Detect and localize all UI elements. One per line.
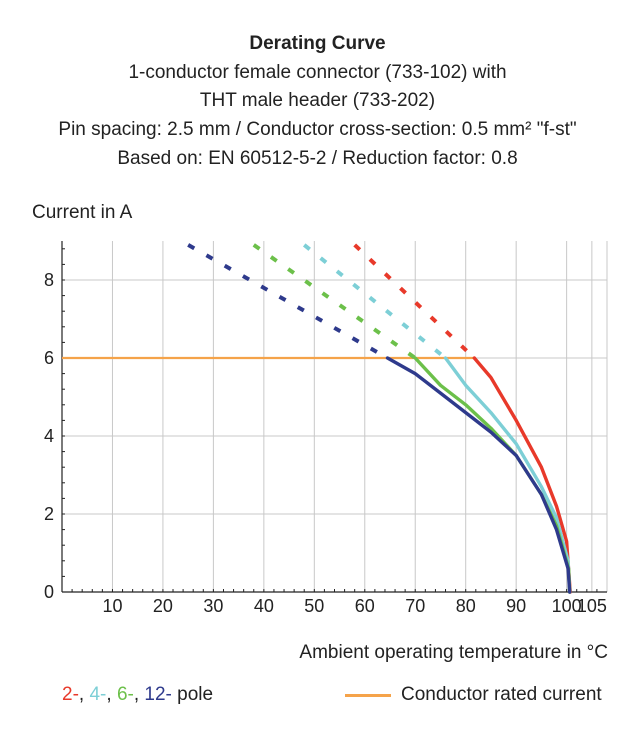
pole-legend-part: ,: [78, 684, 90, 705]
grid: [62, 241, 608, 592]
series-4-pole-dashed: [302, 243, 447, 360]
pole-legend-part: pole: [171, 684, 214, 705]
series-12-pole-dashed: [187, 243, 389, 360]
x-tick-label: 100: [552, 596, 582, 616]
series-4-pole-solid: [443, 356, 572, 594]
x-tick-label: 40: [254, 596, 274, 616]
x-tick-label: 20: [153, 596, 173, 616]
pole-legend-part: 2-: [62, 684, 79, 705]
pole-legend: 2-, 4-, 6-, 12- pole: [62, 684, 213, 706]
y-tick-label: 2: [44, 504, 54, 524]
rated-current-swatch: [345, 693, 391, 697]
x-tick-label: 80: [456, 596, 476, 616]
y-tick-label: 0: [44, 582, 54, 602]
series-6-pole-dashed: [252, 243, 417, 360]
subtitle-line-4: Based on: EN 60512-5-2 / Reduction facto…: [117, 148, 518, 169]
pole-legend-part: ,: [133, 684, 145, 705]
pole-legend-part: 12-: [144, 684, 172, 705]
x-tick-label: 10: [102, 596, 122, 616]
pole-legend-part: 4-: [89, 684, 107, 705]
axes: [61, 241, 607, 593]
x-tick-label: 70: [405, 596, 425, 616]
x-tick-label: 30: [203, 596, 223, 616]
series-lines: [187, 243, 572, 594]
rated-current-legend: Conductor rated current: [345, 684, 602, 706]
pole-legend-part: ,: [106, 684, 117, 705]
chart-title: Derating Curve: [249, 33, 386, 54]
subtitle-line-2: THT male header (733-202): [199, 90, 436, 111]
pole-legend-part: 6-: [116, 684, 134, 705]
series-2-pole-dashed: [353, 243, 476, 360]
x-tick-label: 105: [577, 596, 607, 616]
rated-current-legend-label: Conductor rated current: [401, 684, 602, 705]
series-12-pole-solid: [385, 356, 572, 594]
x-tick-label: 60: [355, 596, 375, 616]
y-axis-label: Current in A: [32, 202, 133, 223]
x-tick-label: 50: [304, 596, 324, 616]
subtitle-line-3: Pin spacing: 2.5 mm / Conductor cross-se…: [58, 119, 577, 140]
y-tick-label: 8: [44, 270, 54, 290]
subtitle-line-1: 1-conductor female connector (733-102) w…: [128, 62, 507, 83]
y-tick-label: 6: [44, 348, 54, 368]
y-tick-label: 4: [44, 426, 54, 446]
x-tick-label: 90: [506, 596, 526, 616]
series-2-pole-solid: [472, 356, 572, 594]
x-axis-label: Ambient operating temperature in °C: [299, 642, 608, 663]
